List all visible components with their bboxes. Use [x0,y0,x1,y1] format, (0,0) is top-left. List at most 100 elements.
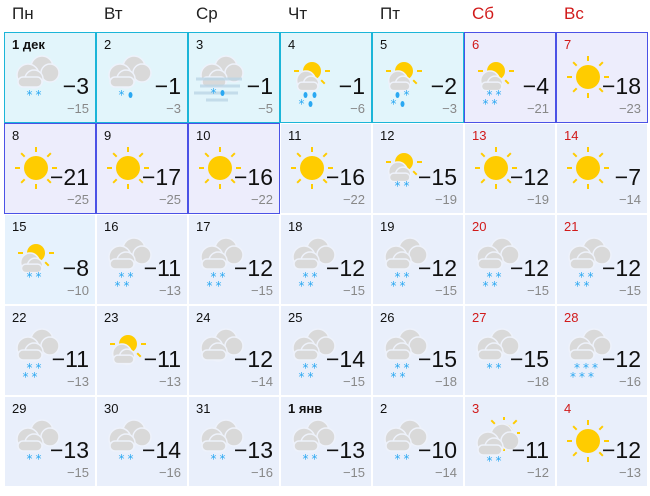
day-cell[interactable]: 3 * * −11 −12 [465,397,555,486]
sun-icon [567,56,609,98]
day-cell[interactable]: 8 −21 −25 [4,123,96,214]
day-cell[interactable]: 19 * * * * −12 −15 [373,215,463,304]
day-cell[interactable]: 1 дек * * −3 −15 [4,32,96,123]
min-temperature: −13 [158,283,181,298]
day-date: 8 [12,128,20,143]
day-cell[interactable]: 5 * * −2 −3 [372,32,464,123]
svg-text:*: * [115,279,121,291]
cloud-icon [200,328,244,362]
max-temperature: −17 [141,164,181,190]
weather-cloud-icon: * * * * [284,326,336,384]
precipitation-icon: ** [211,452,226,466]
weather-cloud-icon: * * [284,417,336,469]
weather-cloud-icon: * * [376,417,428,469]
day-cell[interactable]: 20 * * * * −12 −15 [465,215,555,304]
svg-text:*: * [496,454,502,468]
svg-text:*: * [404,452,410,466]
day-date: 14 [564,128,579,143]
day-cell[interactable]: 11 −16 −22 [281,124,371,213]
min-temperature: −13 [158,374,181,389]
cloud-icon [387,70,412,93]
min-temperature: −12 [526,465,549,480]
weather-cloud-icon: * * * * [100,235,152,293]
max-temperature: −12 [509,255,549,281]
day-cell[interactable]: 24 −12 −14 [189,306,279,395]
precipitation-icon: * ** * [23,361,42,384]
cloud-icon [16,328,60,362]
day-cell[interactable]: 26 * * * * −15 −18 [373,306,463,395]
max-temperature: −4 [522,73,549,99]
min-temperature: −19 [526,192,549,207]
day-cell[interactable]: 16 * * * * −11 −13 [97,215,187,304]
day-cell[interactable]: 15 * * −8 −10 [5,215,95,304]
day-cell[interactable]: 30 * * −14 −16 [97,397,187,486]
max-temperature: −18 [601,73,641,99]
svg-text:*: * [220,270,226,284]
svg-text:*: * [487,270,493,284]
min-temperature: −5 [258,101,273,116]
day-cell[interactable]: 13 −12 −19 [465,124,555,213]
max-temperature: −21 [49,164,89,190]
day-cell[interactable]: 6 * * * * −4 −21 [464,32,556,123]
min-temperature: −21 [526,101,549,116]
svg-text:*: * [303,452,309,466]
day-cell[interactable]: 21 * * * * −12 −15 [557,215,647,304]
max-temperature: −11 [143,346,181,372]
precipitation-icon: ** [119,452,134,466]
min-temperature: −16 [158,465,181,480]
svg-text:*: * [404,361,410,375]
precipitation-icon: * [299,92,317,111]
min-temperature: −18 [526,374,549,389]
day-cell[interactable]: 27 * * −15 −18 [465,306,555,395]
day-cell[interactable]: 31 * * −13 −16 [189,397,279,486]
day-date: 3 [472,401,480,416]
day-cell[interactable]: 1 янв * * −13 −15 [281,397,371,486]
weather-sun-icon [284,144,336,196]
svg-text:*: * [492,97,498,109]
day-cell[interactable]: 4 −12 −13 [557,397,647,486]
day-cell[interactable]: 9 −17 −25 [96,123,188,214]
day-cell[interactable]: 23 −11 −13 [97,306,187,395]
cloud-icon [384,419,428,453]
day-cell[interactable]: 18 * * * * −12 −15 [281,215,371,304]
day-cell[interactable]: 2 * * −10 −14 [373,397,463,486]
day-cell[interactable]: 28 * * * * * * −12 −16 [557,306,647,395]
precipitation-icon: * [119,88,133,102]
cloud-icon [479,70,504,93]
svg-text:*: * [579,370,585,382]
day-cell[interactable]: 22 * * * * −11 −13 [5,306,95,395]
day-cell[interactable]: 10 −16 −22 [188,123,280,214]
min-temperature: −6 [350,101,365,116]
weather-cloud-icon: * * [8,417,60,469]
svg-text:*: * [299,279,305,291]
day-cell[interactable]: 4 * −1 −6 [280,32,372,123]
svg-text:*: * [119,270,125,284]
max-temperature: −15 [417,164,457,190]
day-cell[interactable]: 29 * * −13 −15 [5,397,95,486]
max-temperature: −12 [601,255,641,281]
min-temperature: −15 [434,283,457,298]
precipitation-icon: * * ** * * [570,361,598,384]
min-temperature: −23 [618,101,641,116]
svg-text:*: * [574,361,580,375]
min-temperature: −16 [250,465,273,480]
day-cell[interactable]: 2 * −1 −3 [96,32,188,123]
max-temperature: −11 [511,437,549,463]
day-cell[interactable]: 7 −18 −23 [556,32,648,123]
day-date: 22 [12,310,27,325]
precipitation-icon: * ** * [207,270,226,293]
weekday-1: Вт [104,4,123,23]
max-temperature: −12 [601,437,641,463]
weather-partly-icon: * [284,53,336,111]
day-cell[interactable]: 3 * −1 −5 [188,32,280,123]
svg-text:*: * [492,279,498,291]
day-cell[interactable]: 17 * * * * −12 −15 [189,215,279,304]
day-cell[interactable]: 14 −7 −14 [557,124,647,213]
weather-cloud-icon: * * [192,417,244,469]
day-cell[interactable]: 25 * * * * −14 −15 [281,306,371,395]
cloud-icon [384,237,428,271]
svg-text:*: * [400,370,406,382]
day-cell[interactable]: 12 * * −15 −19 [373,124,463,213]
min-temperature: −14 [434,465,457,480]
svg-text:*: * [211,86,217,100]
